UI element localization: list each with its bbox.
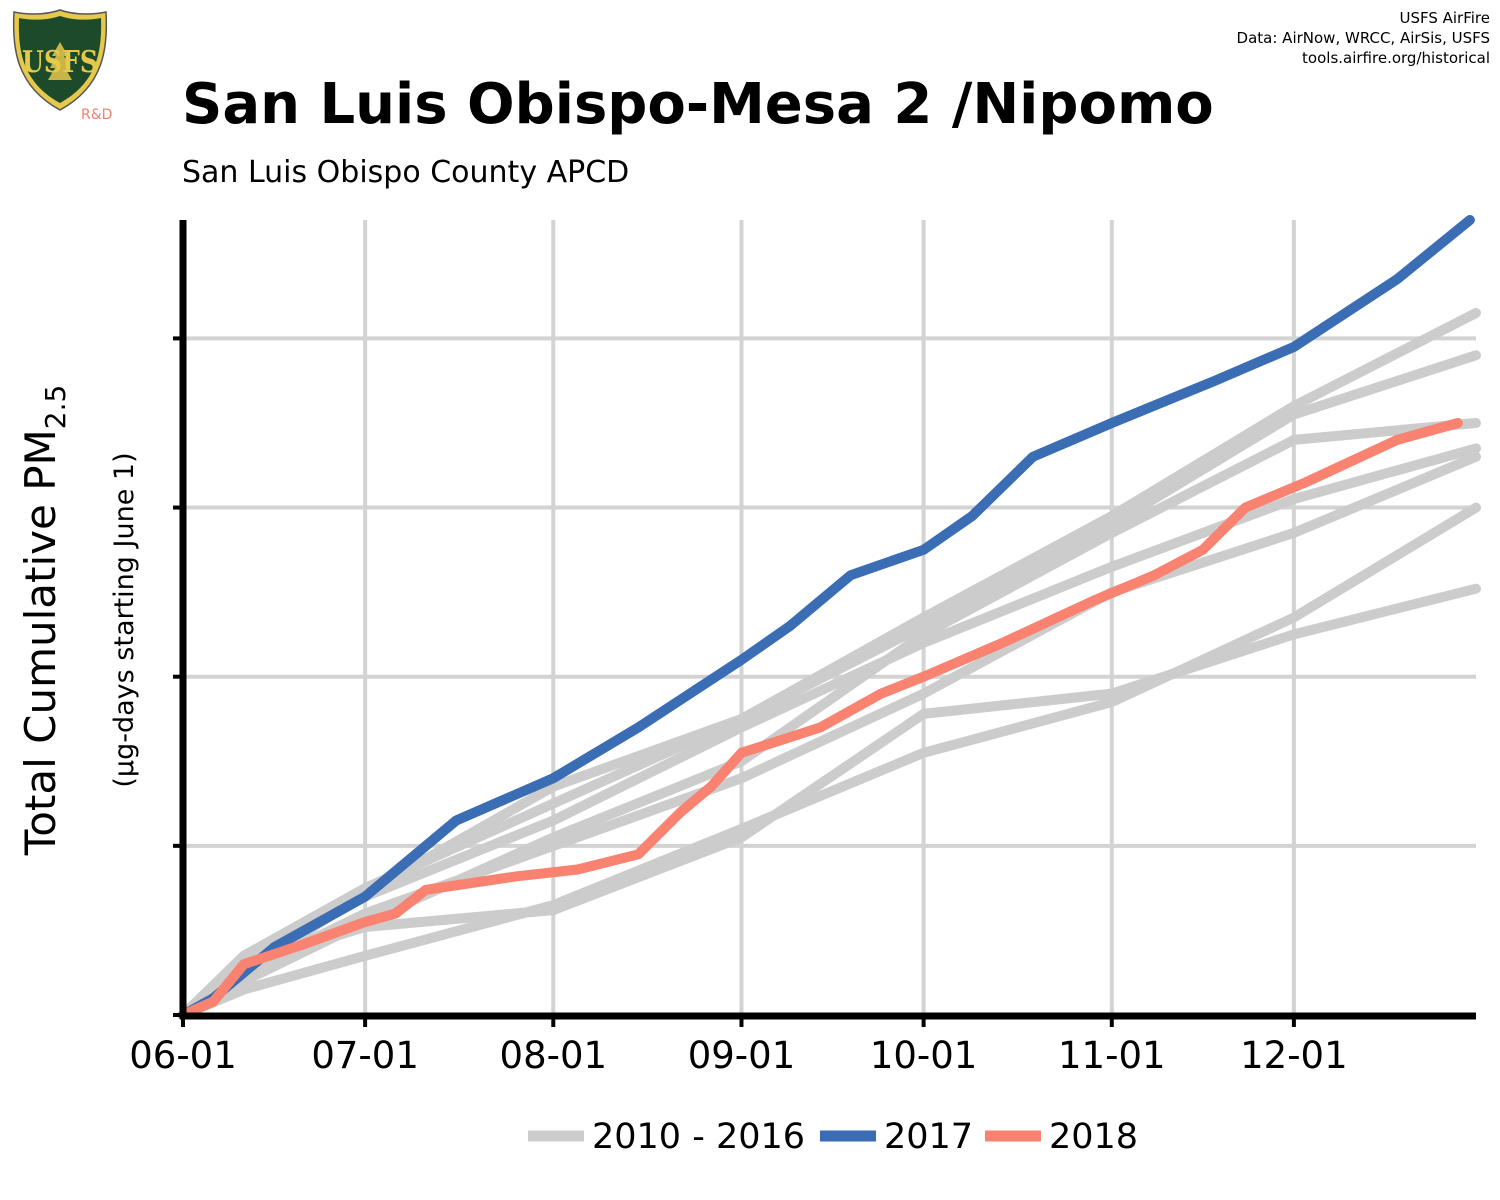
series-line-history <box>178 451 1481 1020</box>
usfs-logo: USFS R&D <box>8 8 112 123</box>
x-tick-label: 11-01 <box>1058 1034 1166 1077</box>
y-axis-label-subscript: 2.5 <box>39 385 72 430</box>
chart-subtitle: San Luis Obispo County APCD <box>182 155 630 190</box>
chart-title: San Luis Obispo-Mesa 2 /Nipomo <box>182 72 1214 137</box>
credit-line-2: Data: AirNow, WRCC, AirSis, USFS <box>1236 29 1490 47</box>
logo-rd-label: R&D <box>81 107 113 123</box>
y-axis-label-main: Total Cumulative PM <box>16 429 65 856</box>
legend-label: 2018 <box>1049 1117 1138 1157</box>
x-tick-labels: 06-01 07-01 08-01 09-01 10-01 11-01 12-01 <box>129 1034 1347 1077</box>
axes <box>173 220 1476 1027</box>
series-line-y2017 <box>178 215 1475 1020</box>
x-tick-label: 07-01 <box>311 1034 419 1077</box>
y-axis-units: (µg-days starting June 1) <box>109 452 140 787</box>
x-tick-label: 12-01 <box>1240 1034 1348 1077</box>
x-tick-label: 09-01 <box>688 1034 796 1077</box>
usfs-shield-icon: USFS <box>12 9 108 111</box>
x-tick-label: 08-01 <box>500 1034 608 1077</box>
x-tick-label: 10-01 <box>870 1034 978 1077</box>
x-tick-label: 06-01 <box>129 1034 237 1077</box>
series-lines <box>178 215 1481 1020</box>
credit-line-1: USFS AirFire <box>1399 9 1490 27</box>
series-line-history <box>178 418 1481 1020</box>
svg-text:Total Cumulative PM2.5: Total Cumulative PM2.5 <box>16 385 72 857</box>
series-line-history <box>178 308 1481 1020</box>
credits: USFS AirFire Data: AirNow, WRCC, AirSis,… <box>1237 8 1490 68</box>
credit-line-3: tools.airfire.org/historical <box>1302 49 1490 67</box>
legend: 2010 - 2016 2017 2018 <box>528 1117 1138 1157</box>
series-line-y2018 <box>178 418 1463 1020</box>
series-line-history <box>178 502 1481 1020</box>
legend-label: 2017 <box>884 1117 973 1157</box>
y-axis-label: Total Cumulative PM2.5 <box>16 385 72 857</box>
legend-label: 2010 - 2016 <box>592 1117 805 1157</box>
